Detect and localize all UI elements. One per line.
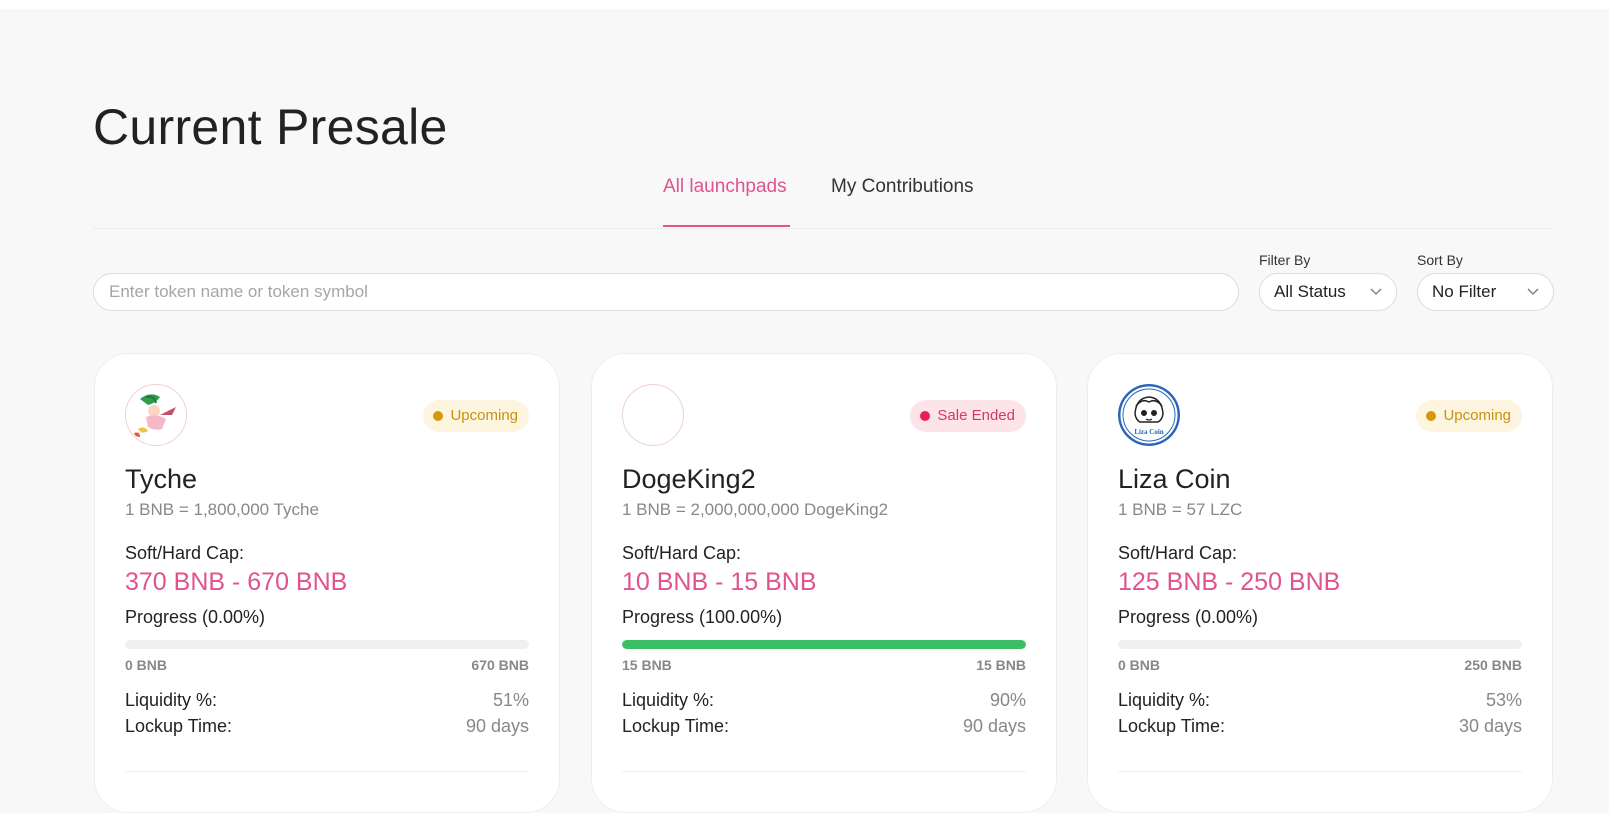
progress-min: 0 BNB: [125, 657, 168, 673]
status-badge-label: Sale Ended: [937, 407, 1015, 424]
token-name: Tyche: [125, 464, 198, 494]
progress-max: 250 BNB: [1464, 657, 1522, 673]
progress-bar: [622, 640, 1026, 649]
progress-min: 15 BNB: [622, 657, 672, 673]
progress-bar: [125, 640, 529, 649]
liquidity-label: Liquidity %:: [1118, 690, 1211, 710]
soft-hard-cap-value: 125 BNB - 250 BNB: [1118, 568, 1341, 596]
soft-hard-cap-value: 370 BNB - 670 BNB: [125, 568, 348, 596]
liquidity-value: 90%: [989, 690, 1026, 710]
chevron-down-icon: [1370, 288, 1382, 295]
filter-by-label: Filter By: [1259, 252, 1311, 268]
token-rate: 1 BNB = 1,800,000 Tyche: [125, 500, 319, 519]
filter-status-value: All Status: [1274, 282, 1346, 301]
tab-my-contributions[interactable]: My Contributions: [831, 176, 974, 197]
presale-card[interactable]: Liza Coin Upcoming Liza Coin 1 BNB = 57 …: [1087, 353, 1553, 813]
progress-fill: [622, 640, 1026, 649]
liquidity-label: Liquidity %:: [622, 690, 715, 710]
presale-card[interactable]: Sale Ended DogeKing2 1 BNB = 2,000,000,0…: [591, 353, 1057, 813]
progress-max: 670 BNB: [471, 657, 529, 673]
token-rate: 1 BNB = 57 LZC: [1118, 500, 1243, 519]
status-badge-label: Upcoming: [1443, 407, 1511, 424]
lockup-label: Lockup Time:: [622, 716, 730, 736]
card-divider: [622, 771, 1026, 772]
presale-card[interactable]: Upcoming Tyche 1 BNB = 1,800,000 Tyche S…: [94, 353, 560, 813]
top-bar: [0, 0, 1609, 9]
progress-max: 15 BNB: [976, 657, 1026, 673]
card-divider: [1118, 771, 1522, 772]
sort-value: No Filter: [1432, 282, 1497, 301]
soft-hard-cap-label: Soft/Hard Cap:: [125, 543, 245, 563]
token-name: DogeKing2: [622, 464, 756, 494]
logo-text: Liza Coin: [1134, 428, 1163, 436]
status-dot-icon: [920, 411, 931, 421]
progress-min: 0 BNB: [1118, 657, 1161, 673]
launchpad-tabs: All launchpads My Contributions: [93, 176, 1553, 229]
lockup-value: 30 days: [1458, 716, 1522, 736]
progress-bar: [1118, 640, 1522, 649]
token-rate: 1 BNB = 2,000,000,000 DogeKing2: [622, 500, 889, 519]
lockup-label: Lockup Time:: [1118, 716, 1226, 736]
soft-hard-cap-label: Soft/Hard Cap:: [1118, 543, 1238, 563]
filter-status-select[interactable]: All Status: [1259, 273, 1397, 311]
lockup-label: Lockup Time:: [125, 716, 233, 736]
liquidity-label: Liquidity %:: [125, 690, 218, 710]
active-tab-indicator: [663, 225, 790, 227]
soft-hard-cap-value: 10 BNB - 15 BNB: [622, 568, 817, 596]
status-dot-icon: [433, 411, 444, 421]
token-name: Liza Coin: [1118, 464, 1231, 494]
blank-logo-icon: [622, 384, 684, 446]
liquidity-value: 51%: [492, 690, 529, 710]
status-badge: Upcoming: [423, 400, 529, 432]
progress-label: Progress (0.00%): [125, 607, 266, 627]
search-input[interactable]: [93, 273, 1239, 311]
lockup-value: 90 days: [962, 716, 1026, 736]
sort-select[interactable]: No Filter: [1417, 273, 1554, 311]
liquidity-value: 53%: [1485, 690, 1522, 710]
soft-hard-cap-label: Soft/Hard Cap:: [622, 543, 742, 563]
tab-all-launchpads[interactable]: All launchpads: [663, 176, 787, 197]
status-badge: Sale Ended: [910, 400, 1026, 432]
status-badge: Upcoming: [1416, 400, 1522, 432]
status-badge-label: Upcoming: [450, 407, 518, 424]
progress-label: Progress (100.00%): [622, 607, 783, 627]
chevron-down-icon: [1527, 288, 1539, 295]
page-title: Current Presale: [93, 99, 448, 155]
progress-label: Progress (0.00%): [1118, 607, 1259, 627]
tyche-logo-icon: [125, 384, 187, 446]
lockup-value: 90 days: [465, 716, 529, 736]
card-divider: [125, 771, 529, 772]
liza-coin-logo-icon: Liza Coin: [1118, 384, 1180, 446]
status-dot-icon: [1426, 411, 1437, 421]
sort-by-label: Sort By: [1417, 252, 1463, 268]
